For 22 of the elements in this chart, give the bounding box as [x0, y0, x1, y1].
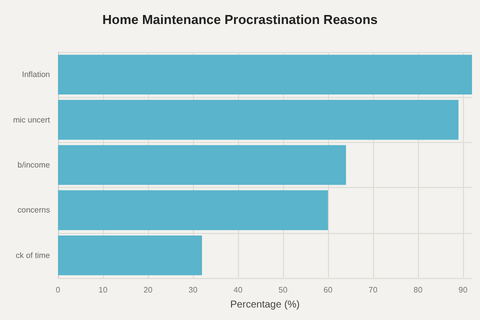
x-tick-label: 10	[98, 286, 108, 294]
x-tick-label: 0	[56, 286, 61, 294]
x-tick-label: 50	[278, 286, 288, 294]
bar	[58, 145, 346, 185]
x-tick-label: 20	[144, 286, 153, 294]
x-tick-label: 30	[188, 286, 198, 294]
chart-title: Home Maintenance Procrastination Reasons	[102, 12, 378, 27]
x-tick-label: 40	[234, 286, 243, 294]
y-tick-label: b/income	[18, 160, 51, 170]
x-axis-title: Percentage (%)	[230, 300, 300, 310]
bar	[58, 190, 328, 230]
y-tick-label: concerns	[18, 206, 50, 215]
x-tick-label: 70	[368, 286, 378, 294]
y-tick-label: Inflation	[22, 70, 50, 80]
y-tick-label: ck of time	[16, 250, 51, 260]
x-tick-label: 80	[414, 286, 423, 294]
x-tick-label: 60	[324, 286, 333, 294]
y-tick-label: mic uncert	[13, 115, 51, 124]
bar	[58, 54, 472, 94]
x-tick-label: 90	[458, 286, 468, 294]
bar	[58, 100, 458, 140]
bar	[58, 236, 202, 276]
